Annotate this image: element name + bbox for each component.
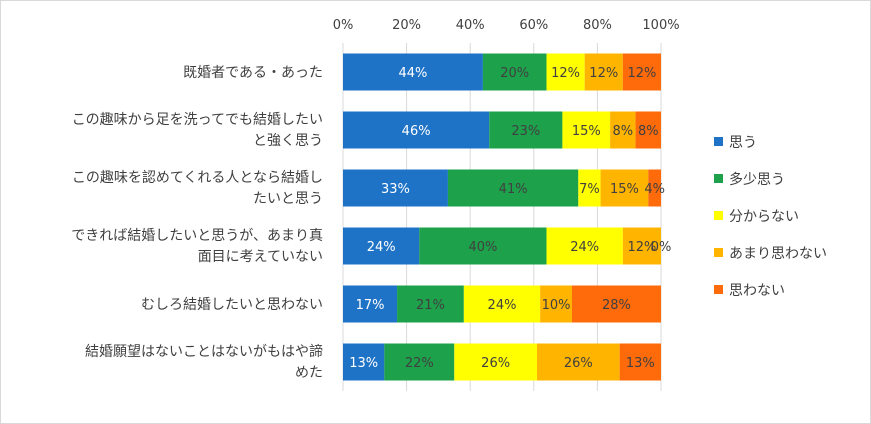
bar-segment (546, 227, 623, 265)
x-tick-label: 100% (642, 18, 679, 33)
data-label: 15% (610, 182, 639, 197)
legend-label: あまり思わない (729, 246, 827, 262)
bar-segment (562, 111, 611, 149)
data-label: 15% (572, 124, 601, 139)
data-label: 8% (613, 124, 634, 139)
legend-label: 多少思う (729, 171, 785, 188)
bar-segment (600, 169, 649, 207)
legend-label: 思う (729, 135, 757, 151)
bar-segment (384, 343, 455, 381)
bar-segment (463, 285, 541, 323)
legend-label: 思わない (729, 283, 785, 299)
data-label: 24% (570, 240, 599, 255)
legend-swatch (714, 174, 723, 183)
x-tick-label: 40% (456, 18, 485, 33)
bar-segment (397, 285, 464, 323)
data-label: 23% (511, 124, 540, 139)
category-label: むしろ結婚したいと思わない (141, 297, 323, 313)
data-label: 13% (349, 356, 378, 371)
legend-swatch (714, 285, 723, 294)
data-label: 33% (381, 182, 410, 197)
data-label: 21% (416, 298, 445, 313)
legend-swatch (714, 248, 723, 257)
data-label: 8% (638, 124, 659, 139)
bar-segment (546, 53, 585, 91)
legend-swatch (714, 137, 723, 146)
bar-segment (343, 227, 420, 265)
data-label: 28% (602, 298, 631, 313)
x-tick-label: 20% (392, 18, 421, 33)
bar-segment (540, 285, 572, 323)
bar-segment (610, 111, 636, 149)
data-label: 4% (644, 182, 665, 197)
bar-segment (635, 111, 661, 149)
bar-segment (648, 169, 661, 207)
legend-label: 分からない (729, 209, 799, 225)
bar-segment (343, 111, 490, 149)
legend-swatch (714, 211, 723, 220)
bar-segment (536, 343, 620, 381)
bar-segment (343, 53, 483, 91)
bar-segment (489, 111, 563, 149)
bar-segment (622, 53, 661, 91)
category-label: 結婚願望はないことはないがもはや諦めた (85, 343, 323, 381)
category-label: この趣味を認めてくれる人となら結婚したいと思う (72, 170, 323, 207)
bar-segment (419, 227, 547, 265)
data-label: 12% (551, 66, 580, 81)
bar-segment (622, 227, 661, 265)
bar-segment (343, 169, 448, 207)
bar-segment (447, 169, 579, 207)
bar-segment (482, 53, 547, 91)
bar-segment (454, 343, 537, 381)
data-label: 22% (405, 356, 434, 371)
data-label: 20% (500, 66, 529, 81)
data-label: 0% (651, 240, 672, 255)
bar-segment (619, 343, 661, 381)
data-label: 26% (481, 356, 510, 371)
category-label: できれば結婚したいと思うが、あまり真面目に考えていない (71, 228, 323, 265)
x-tick-label: 0% (333, 18, 354, 33)
data-label: 24% (488, 298, 517, 313)
data-label: 7% (579, 182, 600, 197)
data-label: 46% (402, 124, 431, 139)
bar-segment (343, 343, 385, 381)
data-label: 41% (499, 182, 528, 197)
x-tick-label: 80% (583, 18, 612, 33)
data-label: 44% (399, 66, 428, 81)
data-label: 13% (626, 356, 655, 371)
data-label: 26% (564, 356, 593, 371)
data-label: 12% (627, 66, 656, 81)
bar-segment (571, 285, 661, 323)
category-label: この趣味から足を洗ってでも結婚したいと強く思う (72, 112, 323, 149)
data-label: 12% (589, 66, 618, 81)
data-label: 40% (468, 240, 497, 255)
data-label: 10% (542, 298, 571, 313)
data-label: 17% (356, 298, 385, 313)
bar-segment (584, 53, 623, 91)
bar-segment (578, 169, 601, 207)
category-label: 既婚者である・あった (183, 65, 323, 81)
x-tick-label: 60% (519, 18, 548, 33)
bar-segment (343, 285, 398, 323)
data-label: 12% (627, 240, 656, 255)
data-label: 24% (367, 240, 396, 255)
